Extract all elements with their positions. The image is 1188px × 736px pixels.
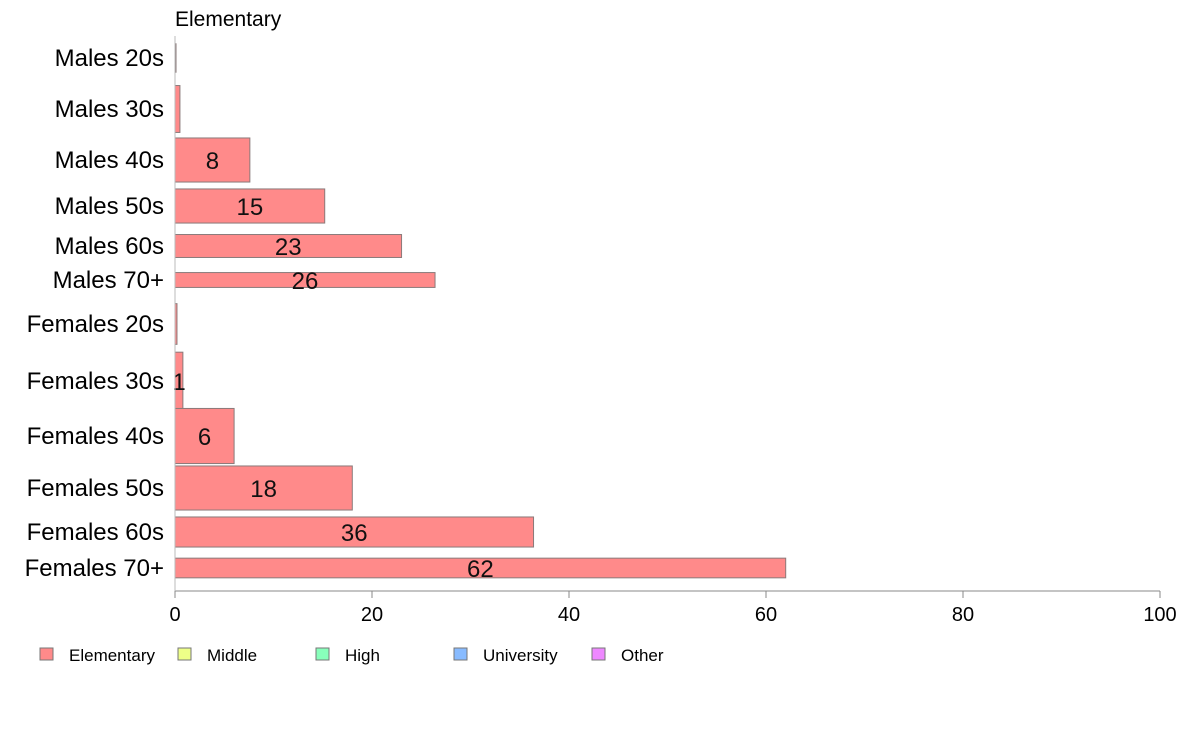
category-label: Males 50s	[55, 193, 164, 220]
legend-label: Elementary	[69, 646, 155, 665]
category-label: Females 60s	[27, 519, 164, 546]
value-label: 26	[292, 268, 319, 295]
legend-label: Other	[621, 646, 664, 665]
legend-label: Middle	[207, 646, 257, 665]
x-tick-label: 20	[361, 604, 383, 626]
x-tick-label: 40	[558, 604, 580, 626]
category-label: Females 20s	[27, 311, 164, 338]
value-label: 8	[206, 148, 219, 175]
category-label: Females 50s	[27, 475, 164, 502]
category-label: Males 20s	[55, 45, 164, 72]
legend-swatch-middle	[177, 647, 192, 661]
x-axis: 0 20 40 60 80 100	[169, 36, 1177, 626]
value-label: 15	[237, 194, 264, 221]
legend-swatch-other	[591, 647, 606, 661]
value-label: 23	[275, 234, 302, 261]
legend: Elementary Middle High University Other	[39, 646, 664, 665]
legend-label: High	[345, 646, 380, 665]
x-tick-label: 0	[169, 604, 180, 626]
bar-males-30s	[174, 85, 181, 133]
x-tick-label: 100	[1143, 604, 1176, 626]
legend-swatch-high	[315, 647, 330, 661]
x-tick-label: 60	[755, 604, 777, 626]
bar-females-60s	[174, 516, 535, 548]
category-label: Males 40s	[55, 147, 164, 174]
value-label: 1	[172, 369, 185, 396]
value-label: 62	[467, 556, 494, 583]
value-labels: 8 15 23 26 1 6 18 36 62	[172, 148, 493, 583]
bar-males-50s	[174, 188, 326, 224]
legend-swatch-university	[453, 647, 468, 661]
category-label: Males 30s	[55, 96, 164, 123]
category-label: Females 70+	[25, 555, 164, 582]
legend-swatch-elementary	[39, 647, 54, 661]
category-label: Females 30s	[27, 368, 164, 395]
chart-title: Elementary	[175, 8, 282, 31]
category-label: Males 60s	[55, 233, 164, 260]
value-label: 36	[341, 520, 368, 547]
category-labels: Males 20s Males 30s Males 40s Males 50s Male…	[25, 45, 164, 582]
value-label: 6	[198, 424, 211, 451]
legend-label: University	[483, 646, 558, 665]
category-label: Females 40s	[27, 423, 164, 450]
bar-males-40s	[174, 137, 251, 183]
x-tick-label: 80	[952, 604, 974, 626]
bars-group	[174, 43, 787, 579]
value-label: 18	[250, 476, 277, 503]
category-label: Males 70+	[53, 267, 164, 294]
